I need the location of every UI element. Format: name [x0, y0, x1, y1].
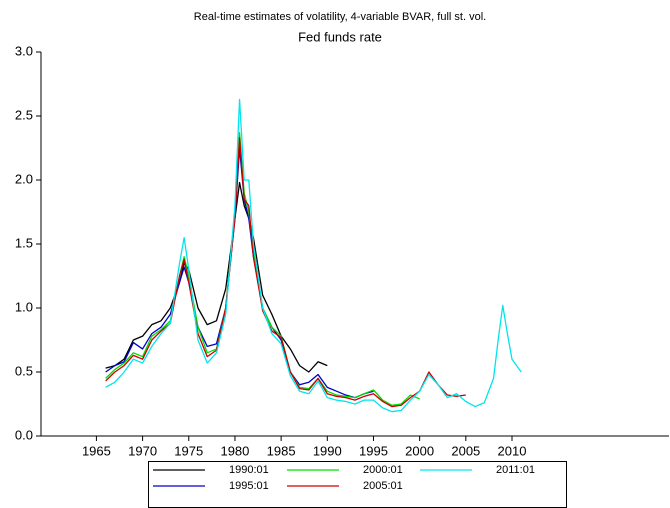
- y-tick-label: 3.0: [15, 43, 33, 58]
- x-tick-label: 1970: [128, 443, 157, 458]
- x-tick-label: 1975: [174, 443, 203, 458]
- x-tick-label: 2005: [451, 443, 480, 458]
- x-tick-label: 2010: [498, 443, 527, 458]
- x-tick-label: 1995: [359, 443, 388, 458]
- legend-label: 2005:01: [363, 480, 403, 492]
- legend-label: 1990:01: [229, 464, 269, 476]
- y-tick-label: 2.5: [15, 107, 33, 122]
- y-tick-label: 1.5: [15, 235, 33, 250]
- x-tick-label: 1985: [267, 443, 296, 458]
- y-tick-label: 1.0: [15, 299, 33, 314]
- y-tick-label: 0.5: [15, 363, 33, 378]
- legend-label: 2000:01: [363, 464, 403, 476]
- x-tick-label: 1990: [313, 443, 342, 458]
- legend-box: [148, 461, 567, 508]
- series-line: [105, 98, 522, 413]
- series-line: [105, 131, 420, 406]
- series-line: [105, 137, 466, 408]
- chart-title: Real-time estimates of volatility, 4-var…: [194, 11, 486, 23]
- y-tick-label: 2.0: [15, 171, 33, 186]
- x-tick-label: 1980: [220, 443, 249, 458]
- legend-label: 1995:01: [229, 480, 269, 492]
- y-tick-label: 0.0: [15, 427, 33, 442]
- chart-subtitle: Fed funds rate: [298, 29, 382, 44]
- x-tick-label: 2000: [405, 443, 434, 458]
- series-line: [105, 181, 328, 373]
- x-tick-label: 1965: [82, 443, 111, 458]
- legend-label: 2011:01: [496, 464, 535, 476]
